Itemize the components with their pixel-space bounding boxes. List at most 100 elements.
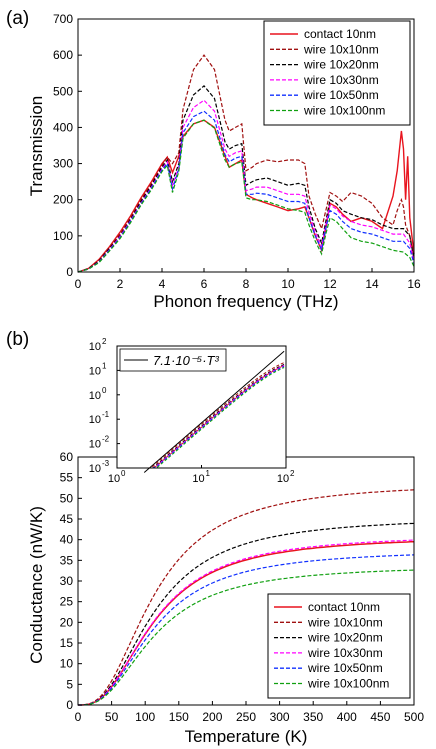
inset-series-line-1 bbox=[142, 362, 285, 469]
y-tick-label: 5 bbox=[66, 677, 73, 691]
x-tick-label: 150 bbox=[169, 710, 189, 724]
y-tick-label: 15 bbox=[60, 636, 74, 650]
inset-x-tick-exponent: 0 bbox=[121, 469, 126, 478]
inset-series-line-5 bbox=[142, 367, 285, 469]
series-line-1 bbox=[78, 489, 415, 706]
x-tick-label: 10 bbox=[281, 277, 295, 291]
x-tick-label: 200 bbox=[202, 710, 222, 724]
panel-b-legend-box bbox=[267, 593, 411, 699]
x-tick-label: 14 bbox=[365, 277, 379, 291]
x-tick-label: 8 bbox=[243, 277, 250, 291]
inset-y-tick-exponent: 2 bbox=[102, 337, 107, 346]
x-tick-label: 350 bbox=[303, 710, 323, 724]
y-tick-label: 20 bbox=[60, 615, 74, 629]
panel-b-xlabel: Temperature (K) bbox=[185, 727, 308, 746]
inset-series-line-4 bbox=[142, 365, 285, 469]
y-tick-label: 700 bbox=[53, 12, 73, 26]
y-tick-label: 0 bbox=[66, 265, 73, 279]
inset-fit-line bbox=[143, 350, 285, 473]
y-tick-label: 300 bbox=[53, 157, 73, 171]
y-tick-label: 45 bbox=[60, 512, 74, 526]
panel-a-frame bbox=[77, 18, 415, 273]
panel-a-legend-box bbox=[263, 20, 411, 126]
x-tick-label: 0 bbox=[75, 710, 82, 724]
panel-a-xlabel: Phonon frequency (THz) bbox=[153, 292, 338, 311]
inset-y-tick-exponent: -1 bbox=[102, 410, 110, 419]
series-line-5 bbox=[78, 569, 415, 706]
series-line-5 bbox=[77, 119, 415, 273]
x-tick-label: 12 bbox=[323, 277, 337, 291]
x-tick-label: 0 bbox=[75, 277, 82, 291]
inset-y-tick-exponent: 0 bbox=[102, 386, 107, 395]
x-tick-label: 300 bbox=[270, 710, 290, 724]
legend-label-0: contact 10nm bbox=[304, 27, 376, 41]
inset-frame bbox=[116, 345, 287, 469]
y-tick-label: 30 bbox=[60, 574, 74, 588]
legend-label-2: wire 10x20nm bbox=[303, 58, 379, 72]
inset-x-tick-exponent: 1 bbox=[206, 469, 211, 478]
inset-x-tick-label: 10 bbox=[108, 473, 120, 485]
legend-label-4: wire 10x50nm bbox=[303, 88, 379, 102]
x-tick-label: 6 bbox=[201, 277, 208, 291]
inset-y-tick-label: 10 bbox=[89, 414, 101, 426]
x-tick-label: 4 bbox=[159, 277, 166, 291]
legend-label-3: wire 10x30nm bbox=[303, 73, 379, 87]
y-tick-label: 60 bbox=[60, 450, 74, 464]
inset-plot: 10 0 10 1 10 210 -310 -210 -110 010 110 2 7.1·10⁻⁵·… bbox=[89, 337, 295, 485]
inset-y-tick-label: 10 bbox=[89, 341, 101, 353]
x-tick-label: 100 bbox=[135, 710, 155, 724]
inset-series-line-2 bbox=[142, 363, 285, 469]
y-tick-label: 50 bbox=[60, 491, 74, 505]
inset-ticks: 10 0 10 1 10 210 -310 -210 -110 010 110 2 bbox=[89, 337, 295, 485]
series-line-3 bbox=[77, 99, 415, 273]
legend-label-1: wire 10x10nm bbox=[307, 615, 383, 629]
x-tick-label: 450 bbox=[370, 710, 390, 724]
series-line-2 bbox=[77, 85, 415, 273]
inset-x-tick-label: 10 bbox=[192, 473, 204, 485]
inset-x-tick-label: 10 bbox=[277, 473, 289, 485]
series-line-4 bbox=[78, 554, 415, 706]
inset-y-tick-label: 10 bbox=[89, 463, 101, 475]
y-tick-label: 0 bbox=[66, 698, 73, 712]
legend-label-0: contact 10nm bbox=[308, 600, 380, 614]
x-tick-label: 500 bbox=[404, 710, 424, 724]
inset-series-line-3 bbox=[142, 364, 285, 469]
x-tick-label: 16 bbox=[407, 277, 421, 291]
panel-a-label: (a) bbox=[6, 8, 29, 29]
legend-label-5: wire 10x100nm bbox=[303, 104, 385, 118]
inset-series bbox=[142, 350, 285, 473]
inset-y-tick-exponent: -2 bbox=[102, 435, 110, 444]
series-line-0 bbox=[77, 119, 415, 273]
panel-b-ylabel: Conductance (nW/K) bbox=[27, 506, 46, 664]
y-tick-label: 600 bbox=[53, 48, 73, 62]
panel-b-label: (b) bbox=[6, 329, 29, 350]
panel-a-gridticks: 0 2 4 6 8 10 12 14 16 0 100 200 300 400 500 600 700 bbox=[53, 12, 421, 291]
x-tick-label: 250 bbox=[236, 710, 256, 724]
series-line-1 bbox=[77, 54, 415, 273]
legend-label-3: wire 10x30nm bbox=[307, 646, 383, 660]
inset-y-tick-label: 10 bbox=[89, 439, 101, 451]
inset-legend-label: 7.1·10⁻⁵·T³ bbox=[153, 353, 219, 368]
y-tick-label: 25 bbox=[60, 595, 74, 609]
legend-label-5: wire 10x100nm bbox=[307, 677, 389, 691]
x-tick-label: 400 bbox=[337, 710, 357, 724]
series-line-3 bbox=[78, 539, 415, 706]
panel-a-ylabel: Transmission bbox=[27, 96, 46, 196]
panel-a-series bbox=[77, 54, 415, 273]
y-tick-label: 55 bbox=[60, 471, 74, 485]
y-tick-label: 10 bbox=[60, 657, 74, 671]
panel-b-gridticks: 0 50 100 150 200 250 300 350 400 450 5000510152025… bbox=[60, 450, 425, 724]
series-line-2 bbox=[78, 522, 415, 706]
panel-b: (b) 0 50 100 150 200 250 300 350 400 450 500051015… bbox=[6, 329, 424, 746]
y-tick-label: 200 bbox=[53, 193, 73, 207]
legend-label-4: wire 10x50nm bbox=[307, 661, 383, 675]
y-tick-label: 500 bbox=[53, 84, 73, 98]
inset-x-tick-exponent: 2 bbox=[290, 469, 295, 478]
x-tick-label: 2 bbox=[117, 277, 124, 291]
legend-label-2: wire 10x20nm bbox=[307, 631, 383, 645]
y-tick-label: 100 bbox=[53, 229, 73, 243]
inset-y-tick-label: 10 bbox=[89, 365, 101, 377]
inset-y-tick-exponent: -3 bbox=[102, 459, 110, 468]
